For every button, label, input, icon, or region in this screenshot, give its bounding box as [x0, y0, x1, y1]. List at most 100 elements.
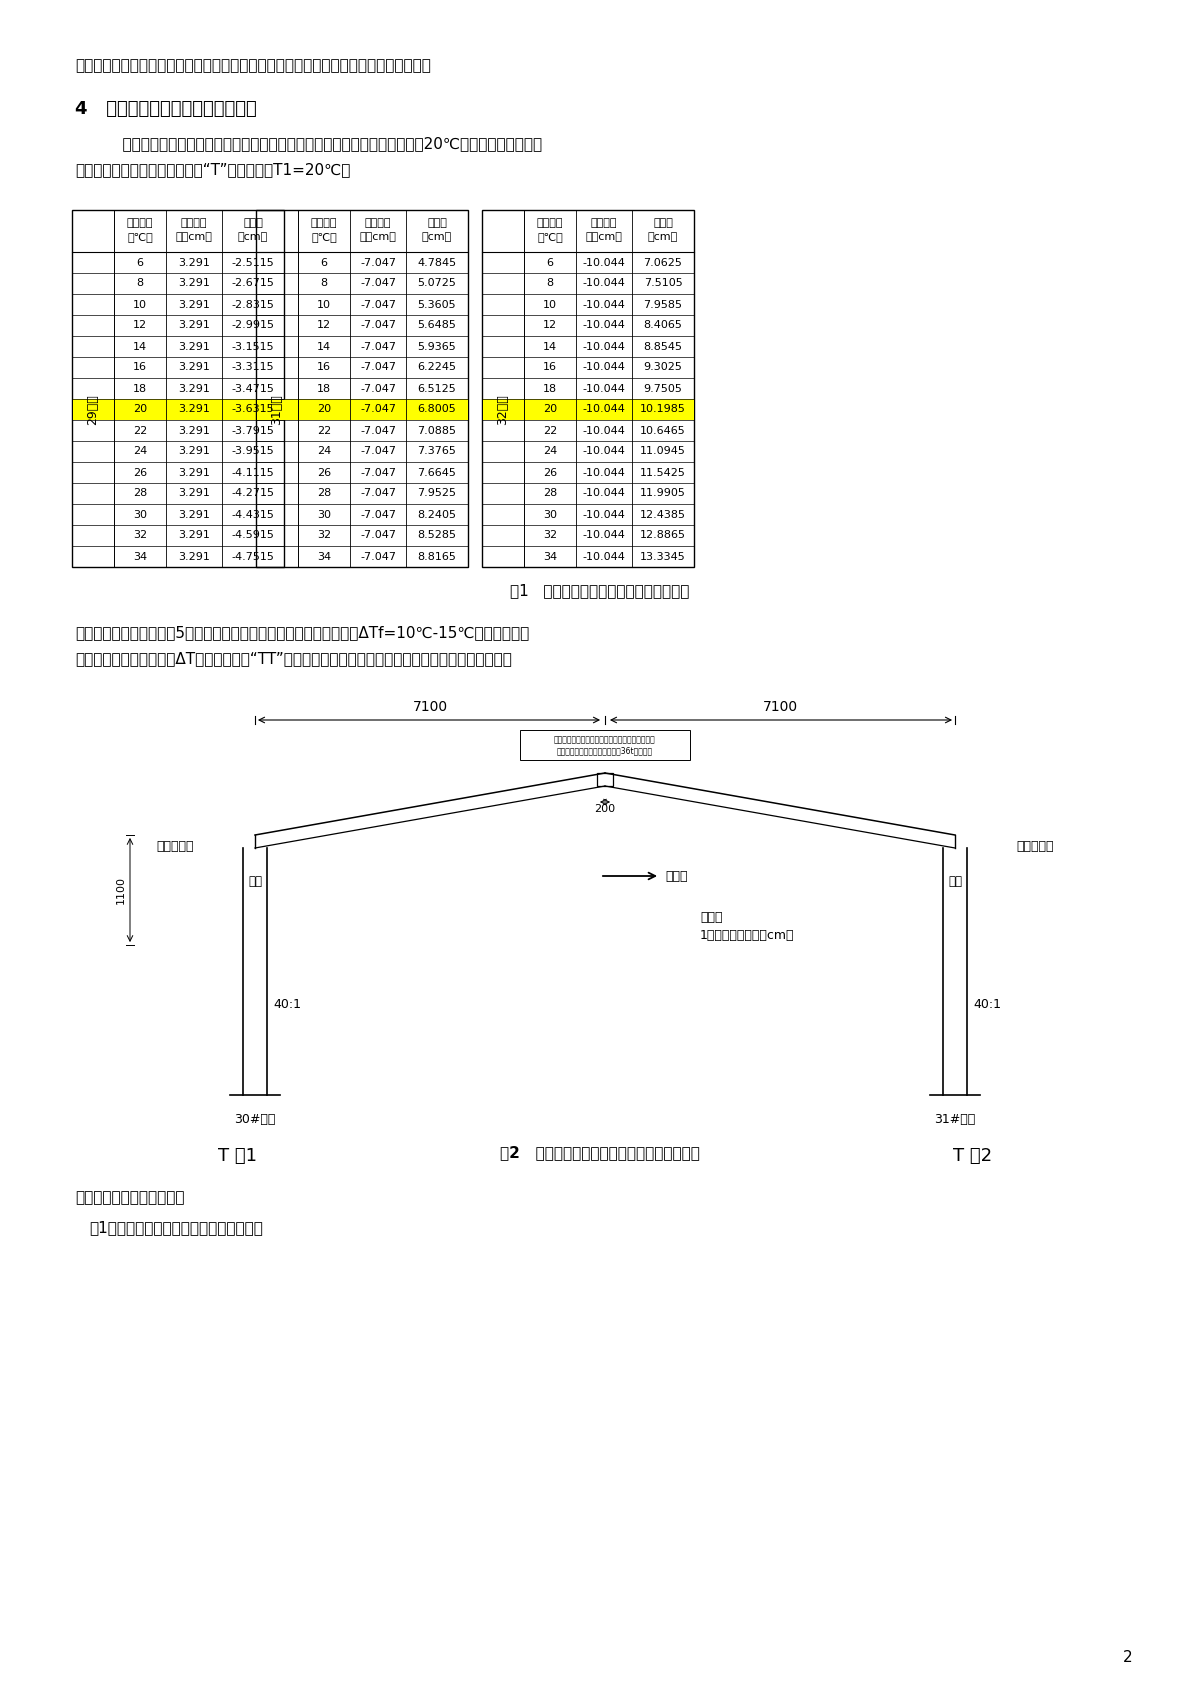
Text: 12: 12: [133, 321, 148, 331]
Text: 7.0885: 7.0885: [418, 426, 456, 436]
Text: 32: 32: [542, 531, 557, 541]
Text: 11.5425: 11.5425: [640, 467, 686, 477]
Text: 32: 32: [317, 531, 331, 541]
Text: 10.6465: 10.6465: [640, 426, 686, 436]
Text: 8: 8: [137, 278, 144, 288]
Text: 6.2245: 6.2245: [418, 363, 456, 373]
Text: 11.0945: 11.0945: [640, 446, 686, 456]
Text: 4   对设计提供的合拢方案进行分析: 4 对设计提供的合拢方案进行分析: [74, 100, 257, 119]
Text: 8.2405: 8.2405: [418, 509, 456, 519]
Text: 34: 34: [317, 552, 331, 562]
Text: 长期徐变: 长期徐变: [181, 217, 208, 227]
Text: 合拢混凝土浇筑时，环境温度（“T”构温度）为T1=20℃。: 合拢混凝土浇筑时，环境温度（“T”构温度）为T1=20℃。: [74, 161, 350, 176]
Text: 40:1: 40:1: [274, 998, 301, 1011]
Text: 合拢段（充性平衡锁定混凝土约36t筱底上）: 合拢段（充性平衡锁定混凝土约36t筱底上）: [557, 747, 653, 755]
Text: 3.291: 3.291: [178, 426, 210, 436]
Text: -4.4315: -4.4315: [232, 509, 275, 519]
Text: 7.9525: 7.9525: [418, 489, 456, 499]
Text: -4.7515: -4.7515: [232, 552, 275, 562]
Text: -7.047: -7.047: [360, 467, 396, 477]
Text: 顺桥向: 顺桥向: [665, 869, 688, 882]
Text: （cm）: （cm）: [422, 232, 452, 243]
Text: 6: 6: [546, 258, 553, 268]
Text: 9.3025: 9.3025: [643, 363, 683, 373]
Text: 3.291: 3.291: [178, 446, 210, 456]
Text: 6: 6: [320, 258, 328, 268]
Bar: [256, 210, 468, 567]
Text: 14: 14: [133, 341, 148, 351]
Text: 筱梁悬臂段: 筱梁悬臂段: [156, 840, 193, 854]
Text: 3.291: 3.291: [178, 341, 210, 351]
Text: 16: 16: [542, 363, 557, 373]
Text: 28: 28: [133, 489, 148, 499]
Text: 40:1: 40:1: [973, 998, 1001, 1011]
Text: 30: 30: [317, 509, 331, 519]
Text: -7.047: -7.047: [360, 258, 396, 268]
Bar: [482, 210, 694, 567]
Text: 8.8165: 8.8165: [418, 552, 456, 562]
Bar: [598, 774, 613, 786]
Text: -7.047: -7.047: [360, 426, 396, 436]
Text: -3.6315: -3.6315: [232, 404, 275, 414]
Text: 合拢温度: 合拢温度: [536, 217, 563, 227]
Text: 说明：: 说明：: [700, 911, 722, 923]
Bar: [520, 730, 690, 760]
Text: -7.047: -7.047: [360, 299, 396, 309]
Text: （1）不考虑主桥墩柔度引起的内力释放：: （1）不考虑主桥墩柔度引起的内力释放：: [89, 1220, 263, 1235]
Text: 3.291: 3.291: [178, 467, 210, 477]
Text: 5.6485: 5.6485: [418, 321, 456, 331]
Text: 10: 10: [133, 299, 148, 309]
Text: 预偏量: 预偏量: [653, 217, 673, 227]
Text: 1、图中尺寸单位为cm；: 1、图中尺寸单位为cm；: [700, 928, 794, 942]
Text: 用刚性支撑抗抗合拢段混凝土升温时产生的压力，用预应力钉束抗抗降温时产生的拉力。: 用刚性支撑抗抗合拢段混凝土升温时产生的压力，用预应力钉束抗抗降温时产生的拉力。: [74, 58, 431, 73]
Text: （℃）: （℃）: [538, 232, 563, 243]
Text: 3.291: 3.291: [178, 258, 210, 268]
Text: 7100: 7100: [413, 699, 448, 714]
Text: 値（cm）: 値（cm）: [586, 232, 623, 243]
Text: -7.047: -7.047: [360, 446, 396, 456]
Text: 26: 26: [133, 467, 148, 477]
Text: 6: 6: [137, 258, 144, 268]
Text: 合拢温度: 合拢温度: [127, 217, 154, 227]
Text: 20: 20: [542, 404, 557, 414]
Text: -10.044: -10.044: [582, 299, 625, 309]
Bar: [482, 399, 694, 419]
Text: -7.047: -7.047: [360, 404, 396, 414]
Text: 6.8005: 6.8005: [418, 404, 456, 414]
Text: （℃）: （℃）: [127, 232, 152, 243]
Text: -7.047: -7.047: [360, 489, 396, 499]
Text: -10.044: -10.044: [582, 278, 625, 288]
Text: -3.1515: -3.1515: [232, 341, 275, 351]
Text: 3.291: 3.291: [178, 552, 210, 562]
Text: 3.291: 3.291: [178, 299, 210, 309]
Text: 7.6645: 7.6645: [418, 467, 456, 477]
Text: 宾历年气温确定），则在ΔT作用下，能使“TT”内产生内力，从而使主桥墩内产生弯矩。计算简图如下：: 宾历年气温确定），则在ΔT作用下，能使“TT”内产生内力，从而使主桥墩内产生弯矩…: [74, 652, 512, 665]
Text: 18: 18: [133, 384, 148, 394]
Text: -4.2715: -4.2715: [232, 489, 275, 499]
Text: 3.291: 3.291: [178, 489, 210, 499]
Text: 値（cm）: 値（cm）: [360, 232, 396, 243]
Text: 30: 30: [133, 509, 148, 519]
Text: 长期徐变: 长期徐变: [590, 217, 617, 227]
Text: -4.1115: -4.1115: [232, 467, 275, 477]
Text: 22: 22: [317, 426, 331, 436]
Text: -7.047: -7.047: [360, 278, 396, 288]
Text: -10.044: -10.044: [582, 467, 625, 477]
Text: 6.5125: 6.5125: [418, 384, 456, 394]
Text: 32号墩: 32号墩: [497, 394, 510, 424]
Text: 按下列两种情况进行分析：: 按下列两种情况进行分析：: [74, 1190, 185, 1205]
Text: 34: 34: [542, 552, 557, 562]
Text: 预偏量: 预偏量: [427, 217, 446, 227]
Text: 3.291: 3.291: [178, 278, 210, 288]
Text: 28: 28: [317, 489, 331, 499]
Text: 22: 22: [542, 426, 557, 436]
Bar: [72, 399, 283, 419]
Text: 値（cm）: 値（cm）: [175, 232, 212, 243]
Text: -10.044: -10.044: [582, 489, 625, 499]
Text: 图2   红水河双线特大桥主桥中跨合拢计算简图: 图2 红水河双线特大桥主桥中跨合拢计算简图: [500, 1145, 700, 1161]
Text: -10.044: -10.044: [582, 531, 625, 541]
Text: 2: 2: [1123, 1649, 1133, 1665]
Text: 预偏量: 预偏量: [244, 217, 263, 227]
Text: 3.291: 3.291: [178, 404, 210, 414]
Text: 5.0725: 5.0725: [418, 278, 456, 288]
